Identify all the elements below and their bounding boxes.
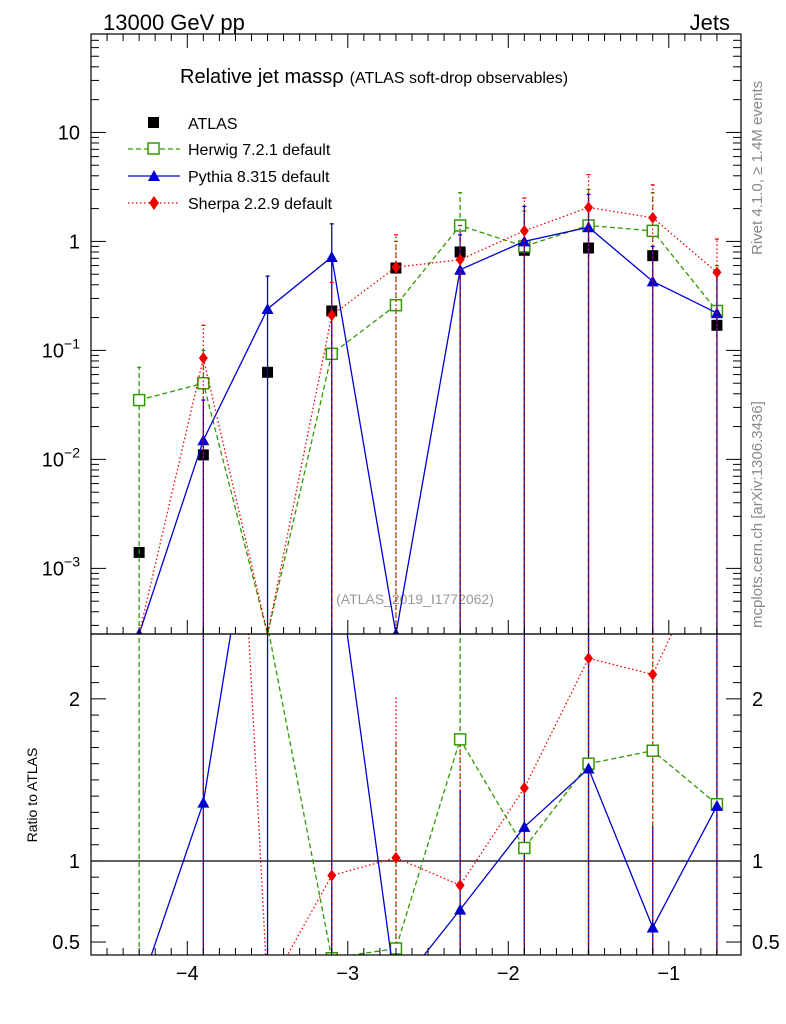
- legend: ATLAS Herwig 7.2.1 default Pythia 8.315 …: [128, 116, 333, 213]
- sherpa-line: [138, 206, 718, 634]
- axes: 10−3 10−2 10−1 1 10 0.5 0.5 1 1 2 2 −4 −3 −2 −1: [42, 33, 780, 985]
- analysis-watermark: (ATLAS_2019_I1772062): [336, 591, 494, 607]
- series-pythia: [135, 193, 723, 634]
- herwig-point: [132, 393, 146, 407]
- pythia-ratio-point: [582, 762, 595, 774]
- sherpa-point: [198, 352, 208, 365]
- mcplots-info: mcplots.cern.ch [arXiv:1306.3436]: [749, 401, 766, 628]
- pythia-point: [261, 302, 274, 314]
- xtick-label: −2: [497, 963, 520, 985]
- main-plot-area: [132, 173, 724, 634]
- legend-atlas-label: ATLAS: [188, 116, 238, 133]
- legend-herwig-label: Herwig 7.2.1 default: [188, 142, 331, 159]
- legend-pythia-marker: [148, 170, 160, 181]
- pythia-ratio-point: [518, 820, 531, 832]
- sherpa-point: [712, 266, 722, 279]
- sherpa-point: [519, 224, 529, 237]
- header-left: 13000 GeV pp: [103, 10, 245, 35]
- legend-sherpa-label: Sherpa 2.2.9 default: [188, 196, 333, 213]
- main-ytick-label: 1: [69, 231, 80, 253]
- sherpa-ratio-point: [327, 869, 337, 882]
- ratio-ylabel: Ratio to ATLAS: [24, 748, 40, 843]
- title-rho: ρ: [332, 66, 343, 88]
- herwig-ratio-point: [646, 744, 659, 757]
- sherpa-ratio-point: [455, 879, 465, 892]
- herwig-ratio-point: [518, 841, 531, 855]
- pythia-line: [138, 226, 718, 634]
- pythia-ratio-point: [197, 796, 210, 808]
- xtick-label: −4: [176, 963, 199, 985]
- legend-sherpa: Sherpa 2.2.9 default: [128, 196, 333, 213]
- pythia-point: [325, 250, 338, 262]
- sherpa-point: [648, 211, 658, 224]
- sherpa-ratio-point: [391, 851, 401, 864]
- header-right: Jets: [690, 10, 730, 35]
- xtick-label: −3: [336, 963, 359, 985]
- pythia-ratio-point: [646, 921, 659, 933]
- pythia-ratio-line: [150, 634, 718, 955]
- legend-herwig: Herwig 7.2.1 default: [128, 142, 331, 159]
- pythia-point: [197, 434, 210, 446]
- ratio-ytick-label: 0.5: [52, 932, 80, 954]
- legend-atlas-marker: [148, 117, 159, 128]
- main-ytick-label: 10: [58, 122, 80, 144]
- herwig-point: [197, 376, 210, 390]
- series-sherpa: [138, 173, 722, 634]
- series-herwig: [132, 188, 724, 634]
- sherpa-ratio-point: [519, 782, 529, 795]
- plot-layer: 10−3 10−2 10−1 1 10 0.5 0.5 1 1 2 2 −4 −3 −2 −1: [42, 33, 780, 985]
- ratio-frame: [90, 633, 742, 956]
- pythia-point: [582, 221, 595, 233]
- rivet-info: Rivet 4.1.0, ≥ 1.4M events: [749, 81, 766, 255]
- legend-pythia: Pythia 8.315 default: [128, 169, 330, 186]
- xtick-label: −1: [657, 963, 680, 985]
- sherpa-point: [455, 253, 465, 266]
- series-atlas: [133, 242, 723, 558]
- svg-text:Relative jet massρ(ATLAS soft-: Relative jet massρ (ATLAS soft-drop obser…: [180, 66, 568, 88]
- sherpa-point: [327, 309, 337, 322]
- ratio-ytick-label: 2: [69, 689, 80, 711]
- sherpa-ratio-point: [648, 668, 658, 681]
- main-ytick-label: 10−2: [42, 444, 80, 471]
- title-main: Relative jet mass: [180, 66, 332, 88]
- sherpa-point: [391, 261, 401, 274]
- ratio-series-pythia: [150, 634, 723, 955]
- ratio-ytick-label: 1: [69, 851, 80, 873]
- legend-sherpa-marker: [149, 196, 159, 210]
- herwig-line: [138, 224, 718, 634]
- title-sub: (ATLAS soft-drop observables): [350, 70, 568, 87]
- sherpa-point: [584, 201, 594, 214]
- main-ytick-label: 10−1: [42, 335, 80, 362]
- legend-herwig-marker: [147, 142, 160, 155]
- ratio-ytick-label-right: 1: [752, 851, 763, 873]
- ratio-ytick-label-right: 0.5: [752, 932, 780, 954]
- ratio-series-herwig: [268, 634, 724, 955]
- herwig-point: [646, 224, 659, 238]
- main-ytick-label: 10−3: [42, 553, 80, 580]
- ratio-series-sherpa: [248, 634, 673, 955]
- legend-pythia-label: Pythia 8.315 default: [188, 169, 330, 186]
- ratio-ytick-label-right: 2: [752, 689, 763, 711]
- chart-title: Relative jet massρ (ATLAS soft-drop obser…: [180, 66, 568, 88]
- pythia-ratio-point: [454, 903, 467, 915]
- legend-atlas: ATLAS: [148, 116, 238, 133]
- sherpa-ratio-point: [584, 652, 594, 665]
- herwig-ratio-point: [453, 733, 467, 746]
- pythia-ratio-point: [710, 799, 723, 811]
